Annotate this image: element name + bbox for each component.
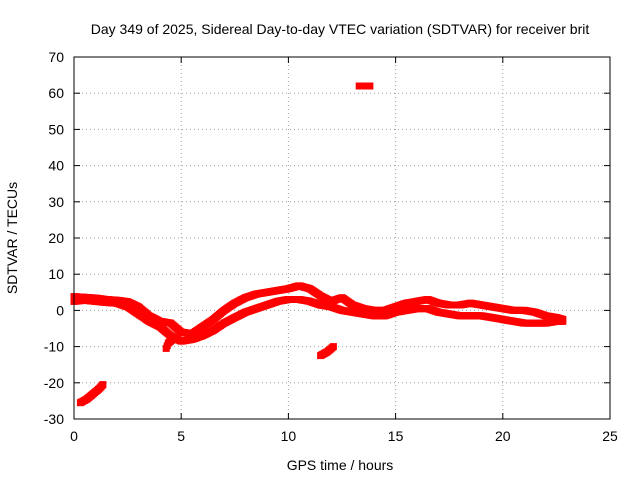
y-tick-label: -30 (44, 411, 64, 427)
y-tick-label: -20 (44, 375, 64, 391)
series-outlier_mid (317, 343, 337, 360)
ticks (73, 56, 611, 420)
y-tick-label: 20 (48, 230, 64, 246)
y-tick-label: 10 (48, 266, 64, 282)
series-outlier_high (355, 82, 374, 90)
data-point (329, 343, 337, 351)
x-tick-label: 0 (70, 428, 78, 444)
series-outlier_early (76, 381, 107, 407)
y-axis-label: SDTVAR / TECUs (4, 182, 20, 294)
y-tick-label: 30 (48, 194, 64, 210)
tick-labels: 0 5 10 15 20 25 -30 -20 -10 0 10 20 30 40 50 60 70 (44, 49, 618, 444)
y-tick-label: 70 (48, 49, 64, 65)
data-points (70, 82, 567, 407)
data-point (169, 335, 177, 343)
series-dip_short (162, 335, 177, 352)
x-tick-label: 10 (281, 428, 297, 444)
y-tick-label: 50 (48, 121, 64, 137)
data-point (366, 82, 374, 90)
data-point (99, 381, 107, 389)
grid (74, 57, 610, 419)
x-tick-label: 5 (177, 428, 185, 444)
y-tick-label: 60 (48, 85, 64, 101)
x-tick-label: 25 (602, 428, 618, 444)
x-tick-label: 20 (495, 428, 511, 444)
x-tick-label: 15 (388, 428, 404, 444)
y-tick-label: 0 (56, 302, 64, 318)
y-tick-label: -10 (44, 339, 64, 355)
series-main_band_lower (70, 296, 567, 345)
y-tick-label: 40 (48, 158, 64, 174)
x-axis-label: GPS time / hours (287, 457, 394, 473)
chart-title: Day 349 of 2025, Sidereal Day-to-day VTE… (91, 21, 590, 37)
data-point (559, 317, 567, 325)
series-main_band_upper (70, 282, 567, 338)
